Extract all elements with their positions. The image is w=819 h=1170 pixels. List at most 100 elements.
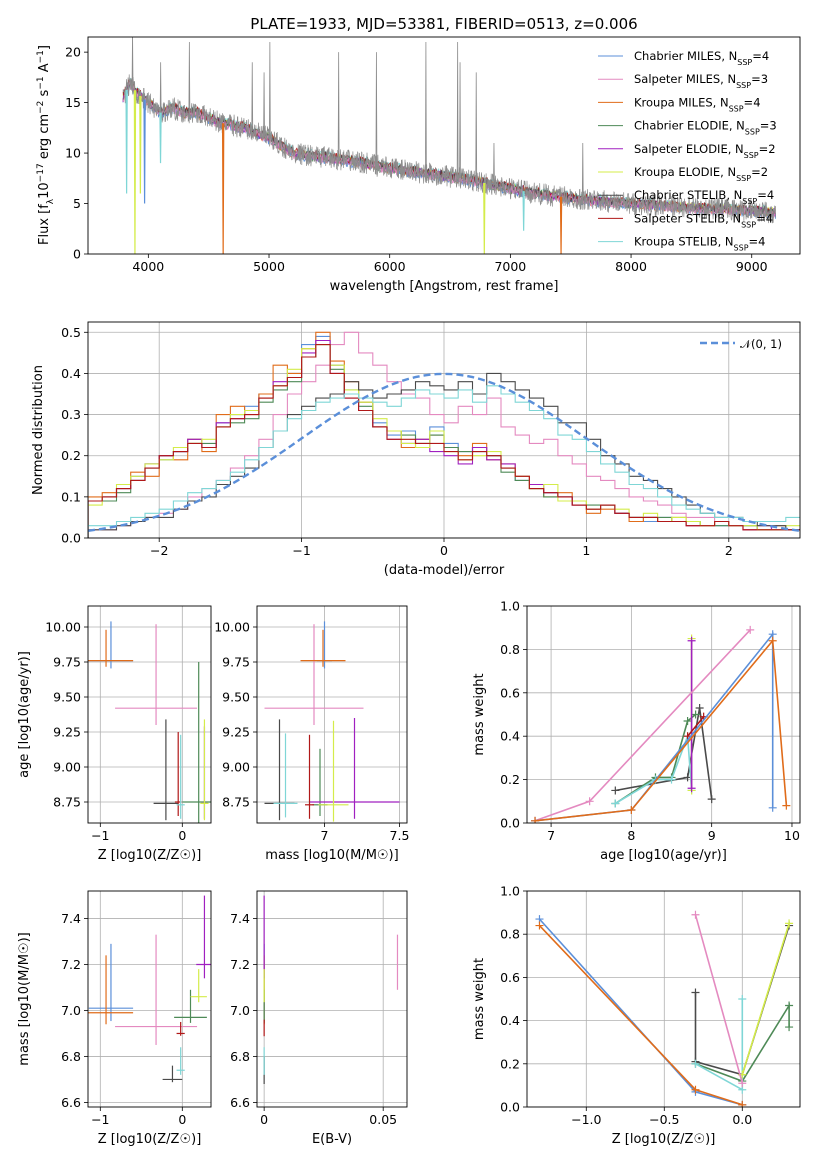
- legend-nssp: 4: [766, 211, 773, 225]
- emission-line: [337, 52, 340, 160]
- legend-entry: Chabrier MILES, NSSP=4: [634, 49, 769, 67]
- legend-model-name: Chabrier STELIB: [634, 188, 726, 202]
- emission-line: [456, 42, 459, 178]
- y-tick-label: 8.75: [222, 795, 250, 810]
- weight-marker: [627, 805, 636, 814]
- y-tick-label: 6.8: [230, 1049, 250, 1064]
- y-tick-label: 6.6: [61, 1095, 81, 1110]
- plot-area: [88, 891, 211, 1107]
- weight-marker: [768, 803, 777, 812]
- x-axis-label: (data-model)/error: [384, 563, 505, 578]
- error-point-chabrier-miles: [88, 943, 134, 1022]
- weight-line: [695, 1002, 790, 1083]
- weight-marker: [691, 1085, 700, 1094]
- y-tick-label: 7.0: [230, 1003, 250, 1018]
- emission-line: [425, 42, 427, 174]
- x-axis-label: Z [log10(Z/Z☉)]: [98, 848, 202, 863]
- plot-area: [257, 606, 407, 823]
- error-point-chabrier-elodie: [174, 989, 207, 1023]
- x-tick-label: −1: [91, 1112, 109, 1127]
- histogram-kroupa-stelib: [88, 385, 800, 538]
- x-tick-label: 8: [627, 828, 635, 843]
- axes-frame: [87, 321, 801, 539]
- x-tick-label: 0: [178, 1112, 186, 1127]
- weight-marker: [738, 1079, 747, 1088]
- y-tick-label: 7.2: [230, 957, 250, 972]
- legend-nssp: 4: [758, 235, 765, 249]
- x-tick-label: −1: [91, 828, 109, 843]
- error-point-chabrier-miles: [317, 621, 332, 669]
- y-axis-label: mass weight: [472, 673, 487, 755]
- weight-line: [686, 716, 705, 737]
- y-axis-label: Normed distribution: [31, 365, 46, 495]
- legend-entry: Chabrier STELIB, NSSP=4: [634, 188, 774, 206]
- legend-nssp: 2: [761, 165, 768, 179]
- y-tick-label: 0.6: [500, 970, 520, 985]
- y-tick-label: 9.00: [222, 760, 250, 775]
- weight-marker: [691, 988, 700, 997]
- weight-series-chabrier-miles: [535, 915, 747, 1107]
- x-tick-label: 6000: [374, 259, 406, 274]
- error-point-chabrier-elodie: [312, 748, 328, 816]
- y-tick-label: 0.3: [61, 407, 81, 422]
- legend-model-name: Kroupa MILES: [634, 95, 713, 109]
- x-tick-label: 7: [321, 828, 329, 843]
- error-point-chabrier-stelib: [162, 1065, 183, 1083]
- error-point-kroupa-miles: [300, 629, 346, 667]
- weight-line: [741, 923, 790, 1075]
- legend-entry: Salpeter ELODIE, NSSP=2: [634, 142, 776, 160]
- legend-nssp: 4: [753, 95, 760, 109]
- x-tick-label: −1.0: [571, 1112, 601, 1127]
- y-tick-label: 6.8: [61, 1049, 81, 1064]
- weight-marker: [785, 1001, 794, 1010]
- weight-marker: [611, 799, 620, 808]
- y-tick-label: 0.2: [500, 772, 520, 787]
- error-point-kroupa-elodie: [318, 720, 349, 822]
- y-tick-label: 0.2: [61, 448, 81, 463]
- x-tick-label: 7000: [494, 259, 526, 274]
- emission-line: [251, 62, 254, 131]
- emission-line: [159, 62, 162, 113]
- weight-series-chabrier-stelib: [611, 703, 716, 804]
- emission-line: [581, 142, 584, 200]
- error-point-chabrier-stelib: [264, 719, 295, 821]
- y-tick-label: 0.0: [61, 531, 81, 546]
- error-point-kroupa-stelib: [176, 734, 185, 819]
- legend-entry: Salpeter MILES, NSSP=3: [634, 72, 768, 90]
- y-tick-label: 9.25: [53, 725, 81, 740]
- weight-marker: [585, 797, 594, 806]
- error-point-chabrier-miles: [88, 621, 134, 669]
- weight-line: [534, 631, 774, 822]
- weight-line: [538, 918, 743, 1106]
- legend-model-name: Salpeter STELIB: [634, 211, 725, 225]
- weight-series-chabrier-elodie: [611, 710, 700, 808]
- plot-area: [122, 37, 777, 254]
- error-point-kroupa-miles: [88, 955, 134, 1025]
- y-axis-label: mass weight: [472, 958, 487, 1040]
- absorption-dip: [139, 95, 142, 194]
- weight-line: [614, 713, 697, 805]
- x-axis-label: Z [log10(Z/Z☉)]: [98, 1132, 202, 1147]
- weight-series-kroupa-miles: [531, 636, 791, 823]
- absorption-dip: [221, 123, 225, 254]
- emission-line: [459, 62, 461, 179]
- legend-nssp: 3: [769, 119, 776, 133]
- weight-marker: [785, 919, 794, 928]
- plot-area: [257, 891, 407, 1107]
- legend-entry: 𝒩(0, 1): [740, 337, 782, 351]
- legend-model-name: Chabrier ELODIE: [634, 119, 729, 133]
- figure-title: PLATE=1933, MJD=53381, FIBERID=0513, z=0…: [250, 15, 637, 33]
- weight-marker: [691, 710, 700, 719]
- y-tick-label: 9.75: [222, 655, 250, 670]
- x-tick-label: 4000: [132, 259, 164, 274]
- x-tick-label: 0.0: [732, 1112, 752, 1127]
- x-tick-label: −1: [292, 543, 310, 558]
- x-tick-label: −0.5: [649, 1112, 679, 1127]
- weight-marker: [535, 921, 544, 930]
- emission-line: [188, 42, 191, 113]
- emission-line: [268, 42, 271, 139]
- x-tick-label: 0: [178, 828, 186, 843]
- legend-model-name: Kroupa ELODIE: [634, 165, 720, 179]
- absorption-dip: [559, 196, 563, 254]
- plot-area: [527, 891, 800, 1107]
